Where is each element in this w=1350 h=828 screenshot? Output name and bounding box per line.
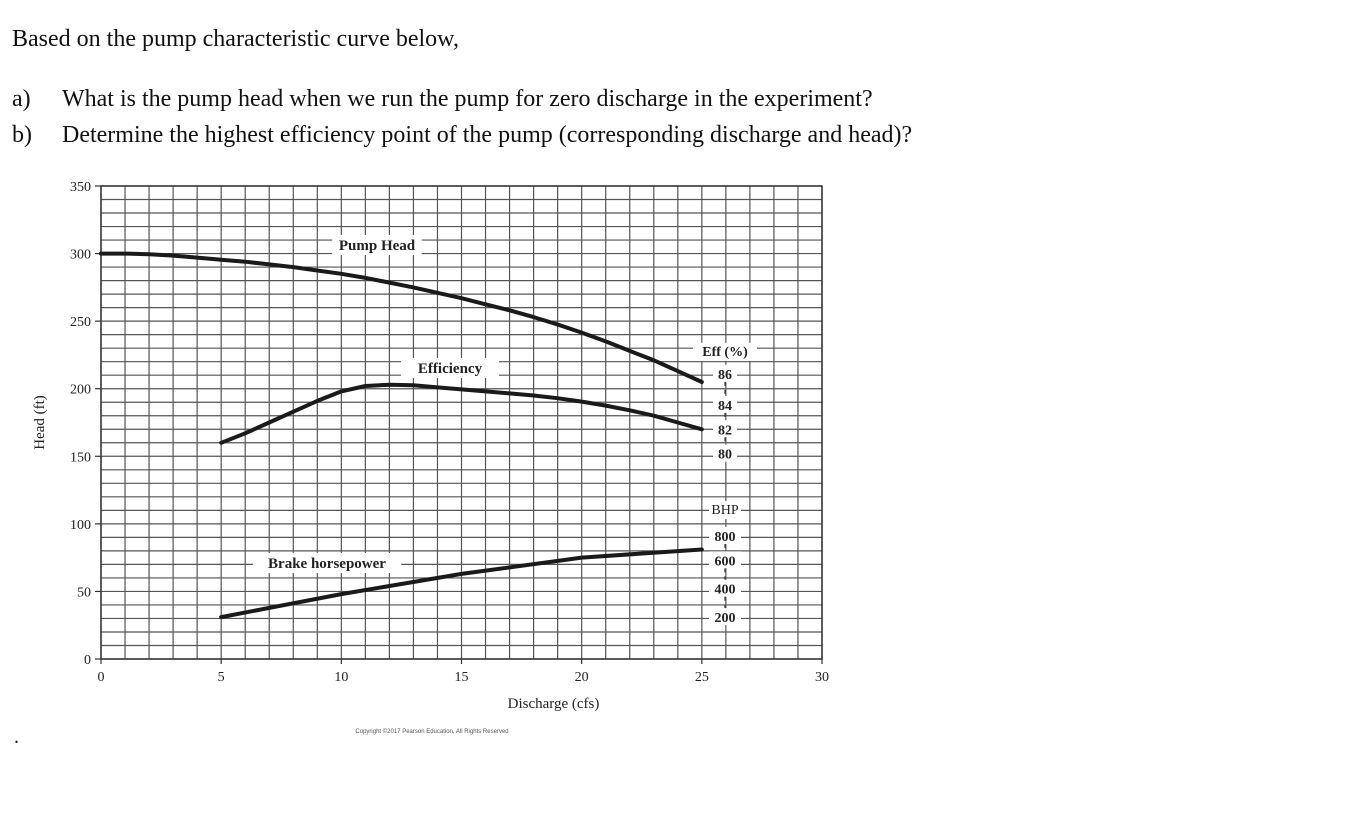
y-tick-label: 300 — [70, 248, 91, 263]
efficiency-scale-tick-label: 86 — [718, 368, 732, 383]
chart-axes: 0 50 100 150 200 250 300 350 0 5 10 15 20 25 30 Dischar… — [32, 180, 829, 712]
brake-horsepower-label-bg — [252, 553, 402, 573]
chart-curves — [99, 251, 704, 620]
brake-horsepower-label: Brake horsepower — [268, 556, 386, 572]
bhp-scale-tick-label: 800 — [715, 530, 736, 545]
pump-head-label: Pump Head — [339, 238, 416, 254]
question-b-letter: b) — [12, 122, 32, 148]
efficiency-label-bg — [401, 358, 499, 378]
copyright-text: Copyright ©2017 Pearson Education, All R… — [355, 728, 508, 735]
x-tick-label: 5 — [218, 670, 225, 685]
x-tick-label: 30 — [815, 670, 829, 685]
question-a-text: What is the pump head when we run the pu… — [62, 86, 873, 112]
y-tick-label: 50 — [77, 585, 91, 600]
bhp-scale-tick-bg — [709, 579, 741, 597]
efficiency-scale-tick-bg — [713, 444, 737, 462]
bhp-scale-title-bg — [709, 501, 741, 520]
efficiency-scale-tick-label: 84 — [718, 399, 732, 414]
chart-labels: Pump Head Efficiency Brake horsepower Eff (… — [252, 235, 757, 735]
efficiency-scale-tick-label: 80 — [718, 448, 732, 463]
efficiency-scale-tick-label: 82 — [718, 423, 732, 438]
x-tick-label: 15 — [455, 670, 469, 685]
y-tick-label: 350 — [70, 180, 91, 195]
bhp-scale-tick-bg — [709, 527, 741, 545]
pump-head-label-bg — [332, 235, 422, 255]
bhp-scale-title: BHP — [711, 503, 738, 518]
bhp-scale-tick-bg — [709, 608, 741, 626]
x-tick-label: 10 — [334, 670, 348, 685]
efficiency-scale-tick-bg — [713, 395, 737, 413]
question-a: a) What is the pump head when we run the … — [12, 86, 873, 113]
y-tick-label: 250 — [70, 315, 91, 330]
efficiency-scale-title: Eff (%) — [702, 345, 748, 360]
x-axis-label: Discharge (cfs) — [508, 696, 600, 712]
efficiency-scale-title-bg — [693, 342, 757, 361]
question-b: b) Determine the highest efficiency point… — [12, 122, 912, 149]
x-tick-label: 20 — [575, 670, 589, 685]
efficiency-label: Efficiency — [418, 361, 483, 377]
pump-head-curve — [99, 251, 704, 384]
y-tick-label: 200 — [70, 383, 91, 398]
x-tick-label: 25 — [695, 670, 709, 685]
y-tick-label: 100 — [70, 518, 91, 533]
question-a-letter: a) — [12, 86, 31, 112]
bhp-scale-tick-label: 600 — [715, 554, 736, 569]
question-intro: Based on the pump characteristic curve b… — [12, 26, 459, 52]
y-axis-label: Head (ft) — [32, 395, 48, 450]
bhp-scale-tick-label: 400 — [715, 583, 736, 598]
y-tick-label: 0 — [84, 653, 91, 668]
brake-horsepower-curve — [219, 547, 704, 620]
efficiency-scale-tick-bg — [713, 364, 737, 382]
x-tick-label: 0 — [98, 670, 105, 685]
question-b-text: Determine the highest efficiency point o… — [62, 122, 913, 148]
trailing-mark: . — [14, 726, 19, 748]
efficiency-curve — [219, 382, 704, 445]
bhp-scale-tick-bg — [709, 551, 741, 569]
bhp-scale-tick-label: 200 — [715, 611, 736, 626]
y-tick-label: 150 — [70, 450, 91, 465]
efficiency-scale-tick-bg — [713, 420, 737, 438]
